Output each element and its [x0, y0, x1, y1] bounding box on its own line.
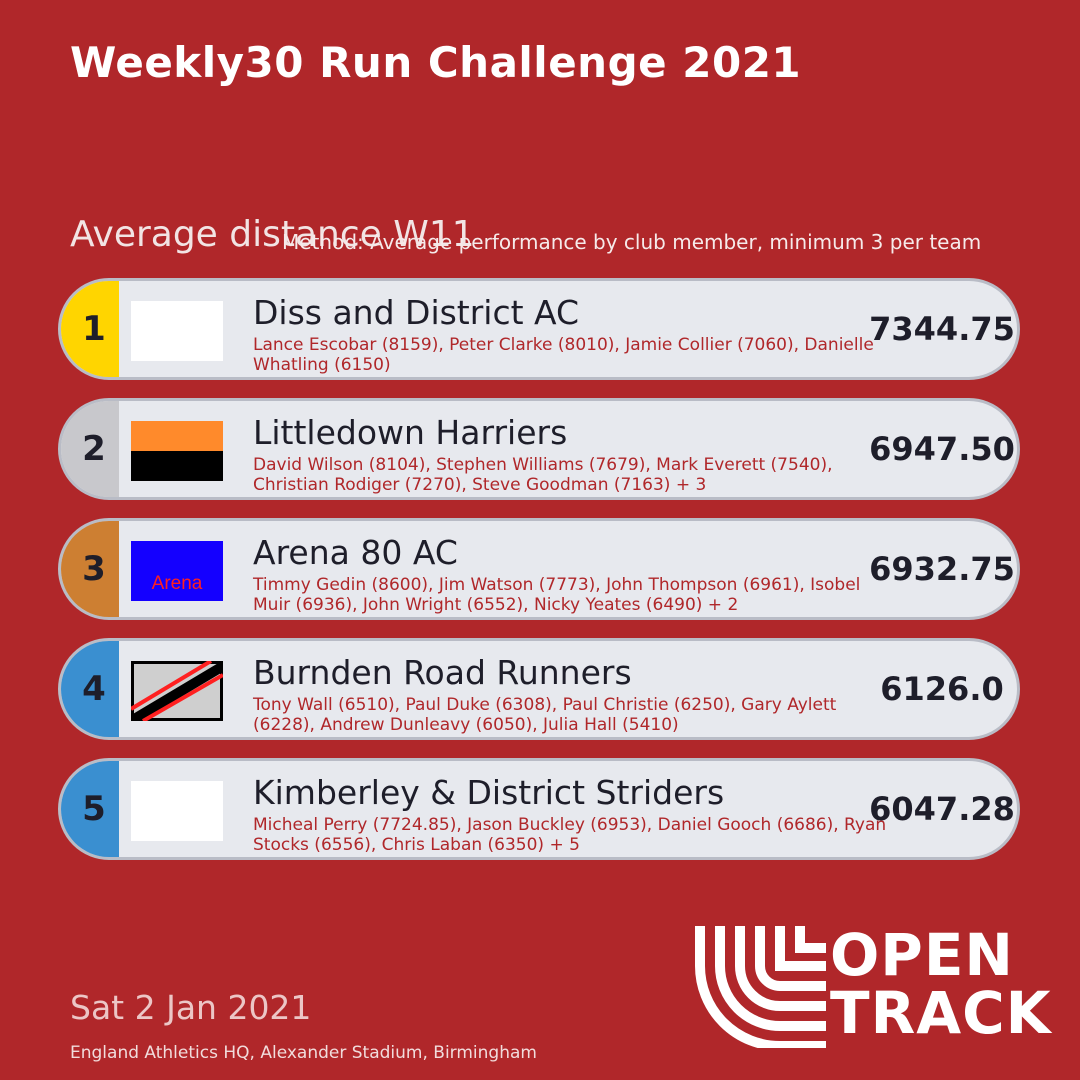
method-note: Method: Average performance by club memb… — [282, 230, 982, 254]
brand-wordmark: OPEN TRACK — [830, 926, 1052, 1042]
opentrack-logo: OPEN TRACK — [692, 926, 1051, 1048]
result-row[interactable]: 5 Kimberley & District Striders Micheal … — [58, 758, 1020, 860]
event-subtitle: Average distance W11 — [70, 214, 475, 255]
logo-text: Arena — [151, 573, 203, 594]
result-row[interactable]: 2 Littledown Harriers David Wilson (8104… — [58, 398, 1020, 500]
result-row[interactable]: 1 Diss and District AC Lance Escobar (81… — [58, 278, 1020, 380]
team-score: 6947.50 — [869, 430, 1015, 468]
club-logo — [131, 781, 223, 841]
team-score: 6932.75 — [869, 550, 1015, 588]
team-score: 6126.0 — [880, 670, 1004, 708]
result-row[interactable]: 4 Burnden Road Runners Tony Wall (6510),… — [58, 638, 1020, 740]
team-name: Littledown Harriers — [253, 413, 568, 452]
result-row[interactable]: 3 Arena Arena 80 AC Timmy Gedin (8600), … — [58, 518, 1020, 620]
club-logo: Arena — [131, 541, 223, 601]
rank-badge: 4 — [61, 641, 119, 737]
rank-badge: 3 — [61, 521, 119, 617]
team-score: 7344.75 — [869, 310, 1015, 348]
brand-line-1: OPEN — [830, 921, 1014, 989]
team-name: Kimberley & District Striders — [253, 773, 725, 812]
team-members: David Wilson (8104), Stephen Williams (7… — [253, 455, 833, 495]
club-logo — [131, 421, 223, 481]
brand-line-2: TRACK — [830, 979, 1052, 1047]
event-date: Sat 2 Jan 2021 — [70, 988, 312, 1027]
team-name: Arena 80 AC — [253, 533, 458, 572]
team-members: Lance Escobar (8159), Peter Clarke (8010… — [253, 335, 874, 375]
team-members: Tony Wall (6510), Paul Duke (6308), Paul… — [253, 695, 837, 735]
rank-badge: 1 — [61, 281, 119, 377]
team-name: Burnden Road Runners — [253, 653, 632, 692]
club-logo — [131, 301, 223, 361]
event-venue: England Athletics HQ, Alexander Stadium,… — [70, 1043, 537, 1063]
rank-badge: 2 — [61, 401, 119, 497]
club-logo — [128, 659, 226, 726]
track-lanes-icon — [695, 926, 826, 1048]
page-title: Weekly30 Run Challenge 2021 — [70, 38, 802, 87]
team-members: Timmy Gedin (8600), Jim Watson (7773), J… — [253, 575, 861, 615]
team-members: Micheal Perry (7724.85), Jason Buckley (… — [253, 815, 887, 855]
rank-badge: 5 — [61, 761, 119, 857]
team-score: 6047.28 — [869, 790, 1015, 828]
team-name: Diss and District AC — [253, 293, 580, 332]
